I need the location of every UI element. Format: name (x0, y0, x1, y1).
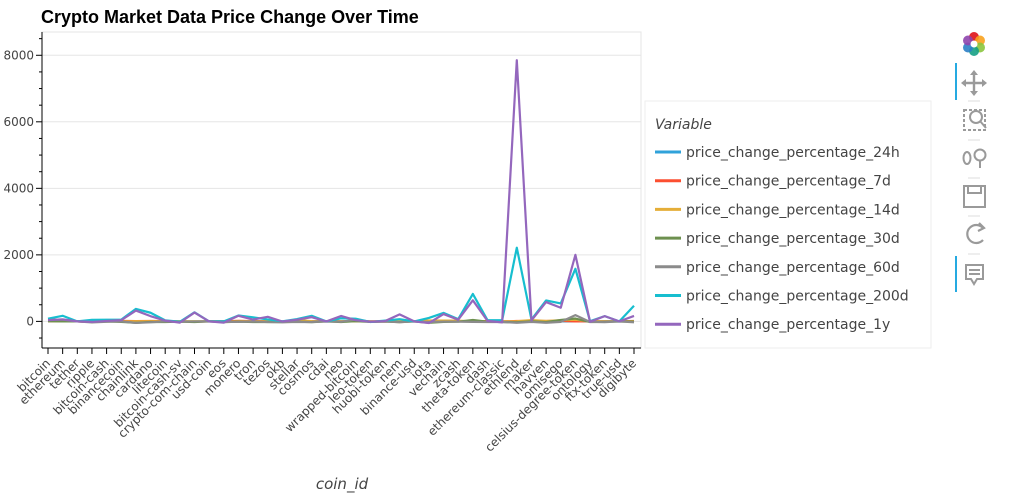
y-tick-label: 8000 (3, 48, 34, 62)
legend-title: Variable (655, 117, 712, 133)
y-tick-label: 2000 (3, 248, 34, 262)
bokeh-logo-icon[interactable] (963, 32, 985, 56)
wheel-zoom-icon[interactable] (962, 148, 987, 169)
legend-label: price_change_percentage_7d (686, 174, 891, 190)
x-axis-title: coin_id (316, 475, 369, 493)
y-tick-label: 0 (26, 314, 34, 328)
legend-label: price_change_percentage_24h (686, 145, 900, 161)
plot-frame (41, 31, 642, 349)
y-axis: 0 2000 4000 6000 8000 (3, 32, 43, 348)
legend: Variable price_change_percentage_24hpric… (644, 100, 932, 349)
pan-icon[interactable] (961, 70, 987, 96)
x-axis: bitcoinethereumtetherripplebitcoin-cashb… (15, 347, 641, 455)
legend-label: price_change_percentage_1y (686, 317, 890, 333)
series-line-4 (47, 314, 635, 324)
series-lines (47, 59, 635, 325)
pan-active-indicator (955, 63, 957, 100)
reset-icon[interactable] (966, 222, 986, 245)
box-zoom-icon[interactable] (963, 109, 987, 131)
legend-label: price_change_percentage_200d (686, 289, 909, 305)
series-line-6 (47, 59, 635, 325)
legend-label: price_change_percentage_60d (686, 260, 900, 276)
legend-label: price_change_percentage_30d (686, 231, 900, 247)
chart-title: Crypto Market Data Price Change Over Tim… (41, 7, 419, 27)
chart-toolbar (955, 32, 987, 292)
hover-icon[interactable] (965, 264, 984, 286)
legend-label: price_change_percentage_14d (686, 202, 900, 218)
y-tick-label: 6000 (3, 115, 34, 129)
hover-active-indicator (955, 256, 957, 292)
plot-area (41, 31, 642, 349)
legend-box (644, 100, 932, 349)
save-icon[interactable] (963, 185, 986, 208)
y-tick-label: 4000 (3, 181, 34, 195)
